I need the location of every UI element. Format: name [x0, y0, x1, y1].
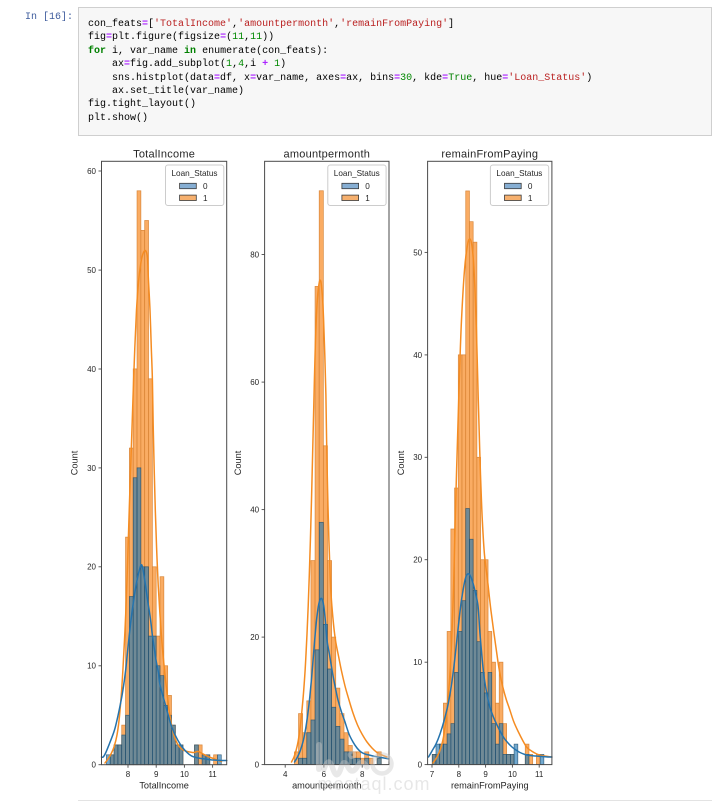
- svg-text:60: 60: [250, 378, 259, 387]
- svg-text:remainFromPaying: remainFromPaying: [451, 780, 529, 790]
- svg-text:0: 0: [418, 761, 423, 770]
- svg-text:mostaql.com: mostaql.com: [317, 774, 430, 794]
- svg-text:Loan_Status: Loan_Status: [334, 169, 380, 178]
- svg-text:10: 10: [413, 658, 422, 667]
- svg-text:9: 9: [154, 770, 159, 779]
- svg-text:Loan_Status: Loan_Status: [496, 169, 542, 178]
- svg-text:20: 20: [250, 633, 259, 642]
- svg-text:Count: Count: [233, 450, 243, 475]
- svg-text:8: 8: [126, 770, 131, 779]
- svg-text:1: 1: [365, 194, 370, 203]
- svg-text:TotalIncome: TotalIncome: [139, 780, 189, 790]
- svg-text:20: 20: [87, 563, 96, 572]
- svg-text:amountpermonth: amountpermonth: [292, 780, 361, 790]
- svg-text:6: 6: [322, 770, 327, 779]
- svg-text:80: 80: [250, 250, 259, 259]
- svg-text:Loan_Status: Loan_Status: [172, 169, 218, 178]
- svg-text:40: 40: [250, 506, 259, 515]
- svg-text:4: 4: [283, 770, 288, 779]
- svg-text:1: 1: [203, 194, 208, 203]
- svg-text:10: 10: [180, 770, 189, 779]
- svg-text:30: 30: [87, 464, 96, 473]
- svg-text:20: 20: [413, 556, 422, 565]
- svg-text:0: 0: [528, 182, 533, 191]
- svg-text:60: 60: [87, 167, 96, 176]
- svg-text:9: 9: [483, 770, 488, 779]
- svg-text:7: 7: [430, 770, 435, 779]
- svg-text:amountpermonth: amountpermonth: [283, 148, 370, 160]
- svg-text:0: 0: [255, 761, 260, 770]
- svg-text:40: 40: [413, 351, 422, 360]
- svg-text:TotalIncome: TotalIncome: [133, 148, 195, 160]
- svg-text:11: 11: [535, 770, 544, 779]
- svg-text:Count: Count: [70, 450, 80, 475]
- svg-text:50: 50: [87, 266, 96, 275]
- svg-text:10: 10: [87, 662, 96, 671]
- svg-text:40: 40: [87, 365, 96, 374]
- svg-text:0: 0: [92, 761, 97, 770]
- svg-text:30: 30: [413, 453, 422, 462]
- svg-text:Count: Count: [396, 450, 406, 475]
- svg-text:1: 1: [528, 194, 533, 203]
- svg-text:8: 8: [360, 770, 365, 779]
- svg-text:11: 11: [208, 770, 217, 779]
- svg-text:10: 10: [508, 770, 517, 779]
- svg-text:0: 0: [365, 182, 370, 191]
- svg-text:50: 50: [413, 248, 422, 257]
- svg-text:0: 0: [203, 182, 208, 191]
- svg-text:remainFromPaying: remainFromPaying: [441, 148, 538, 160]
- svg-text:8: 8: [457, 770, 462, 779]
